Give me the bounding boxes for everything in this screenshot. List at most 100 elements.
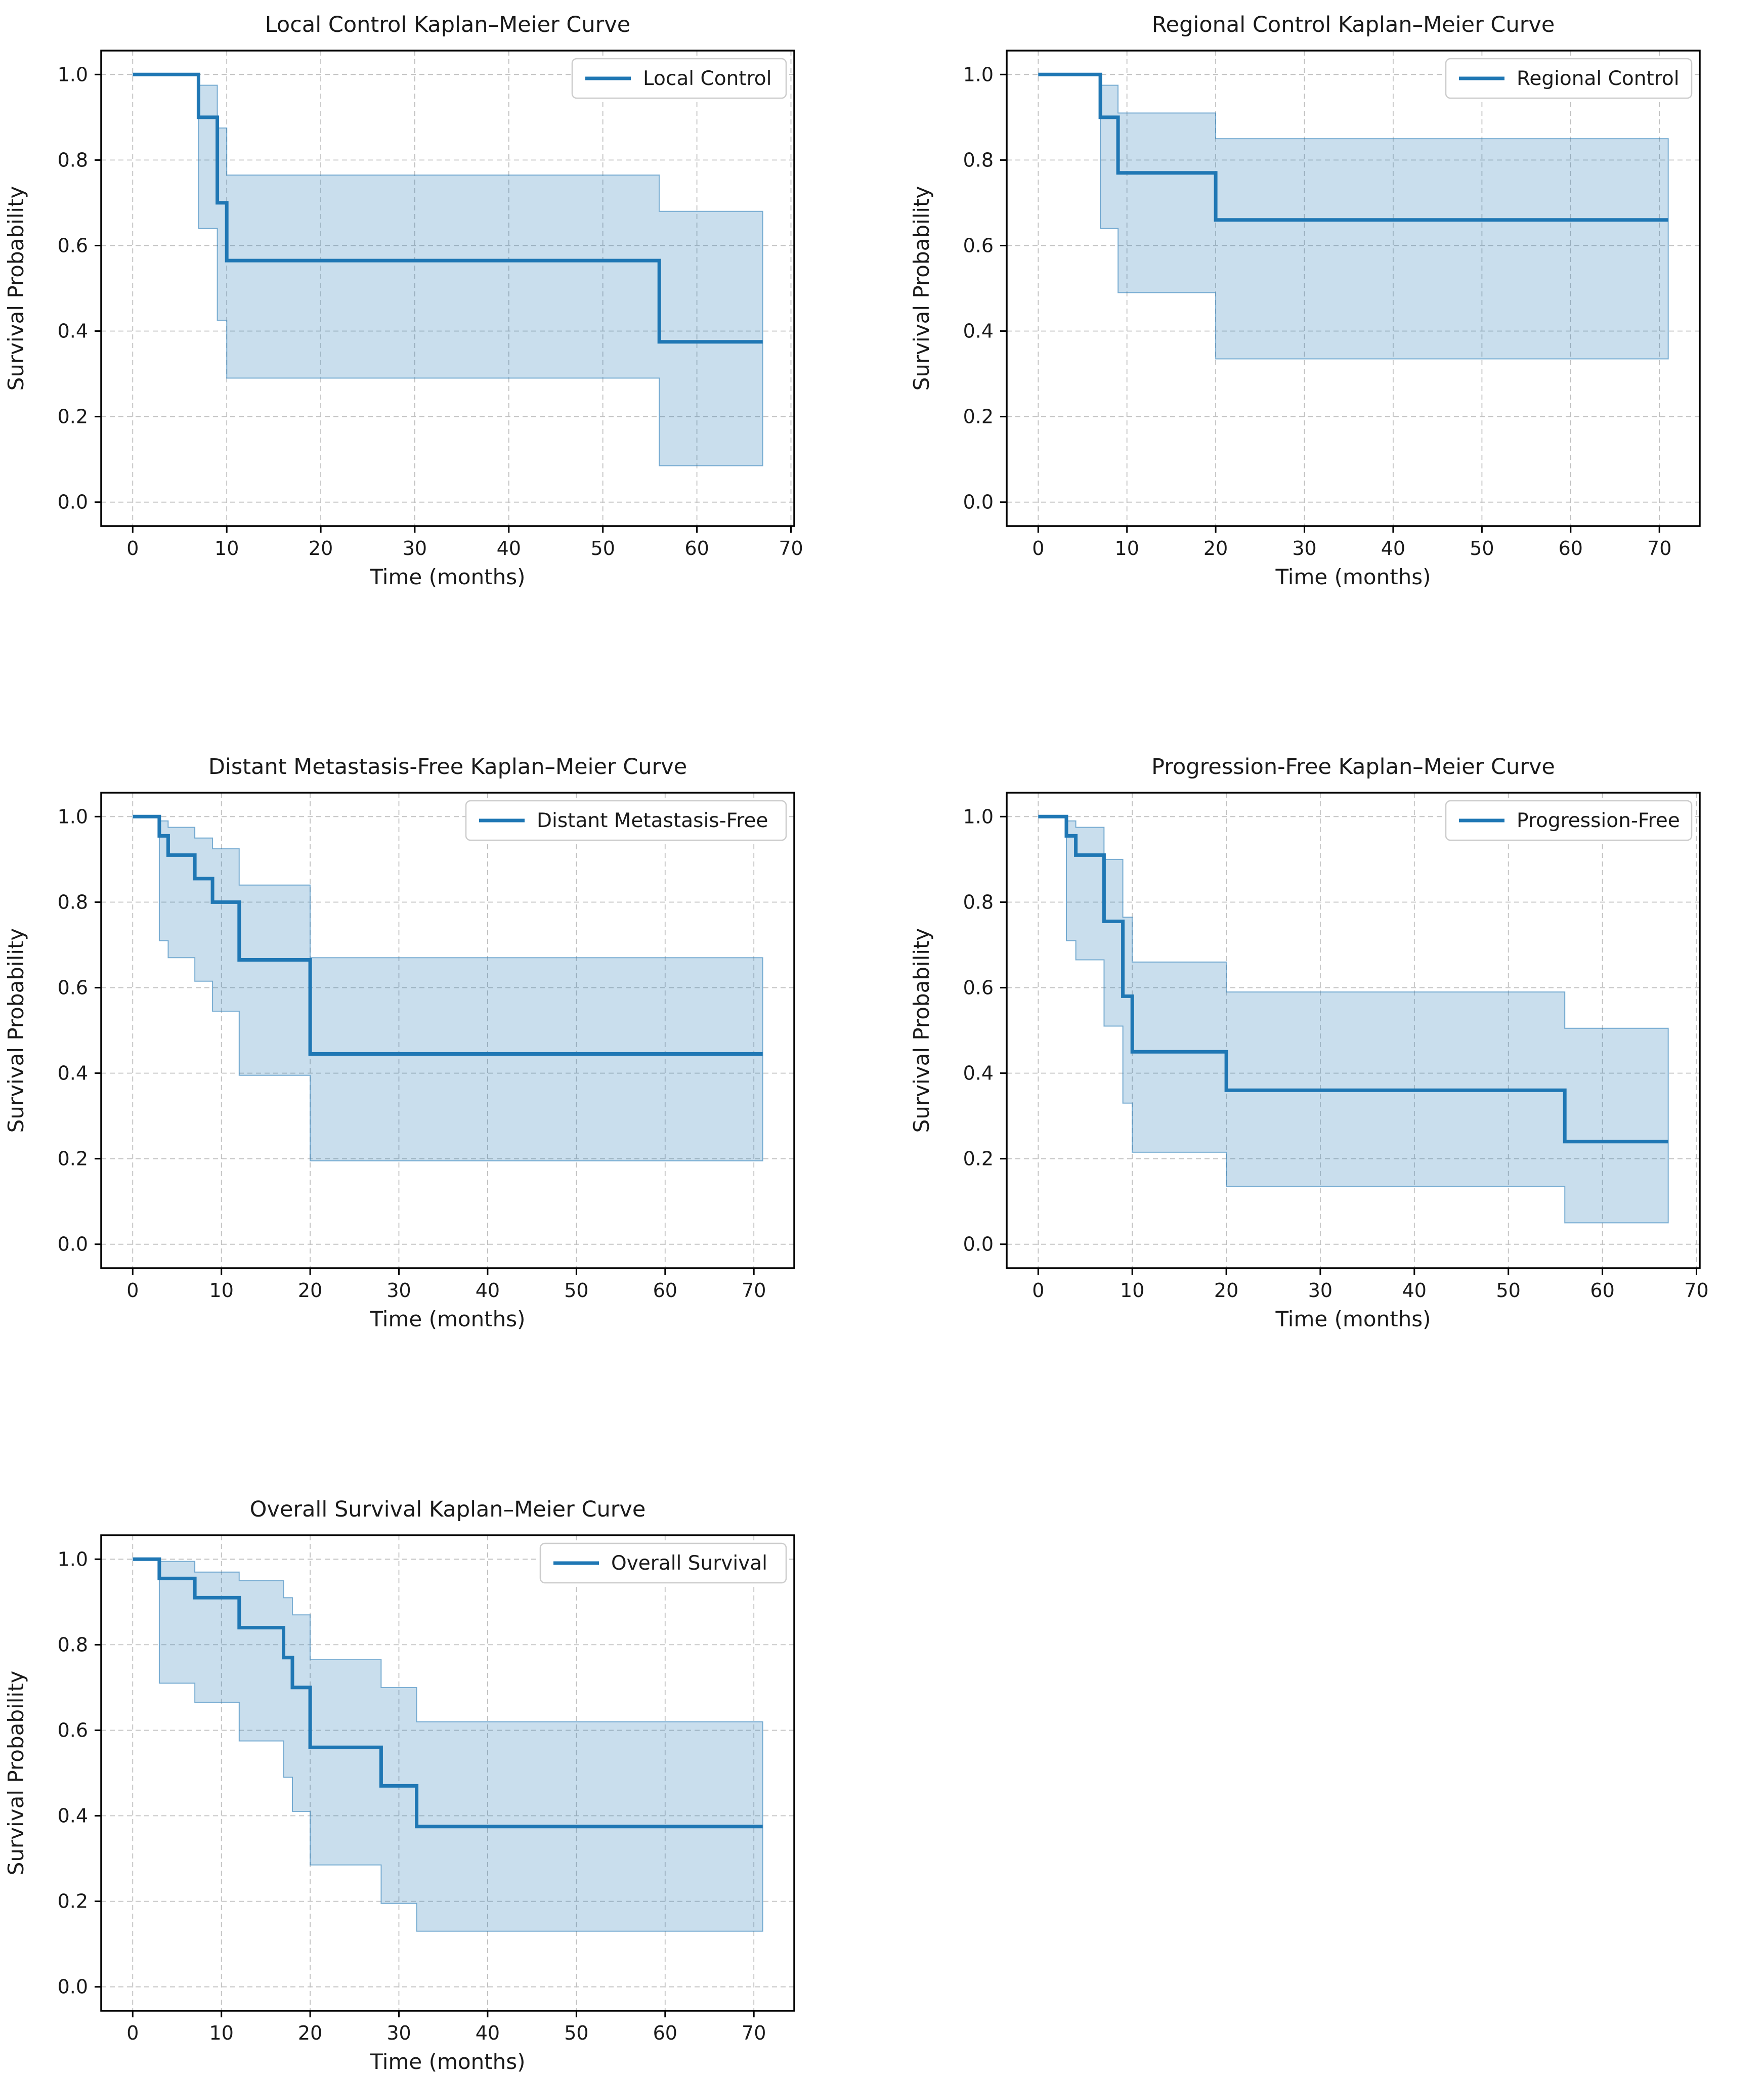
legend: Overall Survival xyxy=(539,1542,787,1584)
y-tick-label: 1.0 xyxy=(58,805,88,828)
y-tick-label: 0.6 xyxy=(58,977,88,999)
y-axis-label: Survival Probability xyxy=(4,186,28,391)
km-chart-canvas: 0 10 20 30 40 50 60 70 0.0 0.2 0.4 0.6 0.8 1.0 Local C… xyxy=(4,12,803,589)
y-axis-label: Survival Probability xyxy=(4,1671,28,1876)
legend-box xyxy=(465,800,787,841)
confidence-band xyxy=(198,85,763,466)
y-tick-label: 0.2 xyxy=(58,1148,88,1170)
y-tick-label: 0.0 xyxy=(58,1976,88,1998)
chart-title: Regional Control Kaplan–Meier Curve xyxy=(1152,12,1555,37)
x-tick-label: 30 xyxy=(386,2022,411,2044)
x-tick-label: 10 xyxy=(1120,1279,1144,1302)
y-tick-label: 0.0 xyxy=(58,491,88,513)
x-tick-label: 70 xyxy=(742,2022,766,2044)
y-tick-label: 0.8 xyxy=(58,149,88,171)
y-tick-label: 0.8 xyxy=(963,149,994,171)
x-tick-label: 10 xyxy=(214,537,239,559)
y-axis: 0.0 0.2 0.4 0.6 0.8 1.0 xyxy=(58,1548,101,1998)
plot-border xyxy=(1006,792,1701,1269)
confidence-band-edge xyxy=(158,820,763,1161)
y-tick-label: 1.0 xyxy=(963,805,994,828)
confidence-band xyxy=(159,820,763,1161)
y-tick-label: 0.0 xyxy=(963,1233,994,1256)
local-control-km-chart: 0 10 20 30 40 50 60 70 0.0 0.2 0.4 0.6 0.8 1.0 Local C… xyxy=(0,3,860,589)
x-tick-label: 10 xyxy=(209,1279,234,1302)
legend: Progression-Free xyxy=(1445,800,1693,841)
regional-control-km-chart: 0 10 20 30 40 50 60 70 0.0 0.2 0.4 0.6 0.8 1.0 Regiona… xyxy=(906,3,1764,589)
y-tick-label: 0.2 xyxy=(58,406,88,428)
legend-label: Regional Control xyxy=(1517,67,1680,90)
x-tick-label: 50 xyxy=(591,537,615,559)
x-tick-label: 40 xyxy=(476,2022,500,2044)
y-axis: 0.0 0.2 0.4 0.6 0.8 1.0 xyxy=(58,63,101,513)
y-tick-label: 0.0 xyxy=(58,1233,88,1256)
y-axis: 0.0 0.2 0.4 0.6 0.8 1.0 xyxy=(58,805,101,1256)
x-tick-label: 30 xyxy=(1292,537,1316,559)
x-axis: 0 10 20 30 40 50 60 70 xyxy=(126,526,803,559)
x-tick-label: 60 xyxy=(653,1279,677,1302)
x-tick-label: 40 xyxy=(1402,1279,1427,1302)
km-chart-canvas: 0 10 20 30 40 50 60 70 0.0 0.2 0.4 0.6 0.8 1.0 Regiona… xyxy=(909,12,1701,589)
chart-title: Progression-Free Kaplan–Meier Curve xyxy=(1151,754,1555,780)
x-axis-label: Time (months) xyxy=(369,565,525,589)
x-tick-label: 60 xyxy=(1590,1279,1614,1302)
x-tick-label: 40 xyxy=(1381,537,1405,559)
x-axis: 0 10 20 30 40 50 60 70 xyxy=(126,1268,766,1302)
y-tick-label: 0.2 xyxy=(58,1890,88,1913)
y-tick-label: 0.4 xyxy=(58,1805,88,1827)
y-tick-label: 0.0 xyxy=(963,491,994,513)
x-tick-label: 20 xyxy=(298,2022,322,2044)
x-tick-label: 30 xyxy=(1308,1279,1332,1302)
x-tick-label: 70 xyxy=(779,537,803,559)
legend-label: Progression-Free xyxy=(1517,809,1680,832)
grid xyxy=(101,793,794,1268)
plot-border xyxy=(1006,50,1701,527)
y-tick-label: 0.8 xyxy=(963,891,994,913)
x-tick-label: 50 xyxy=(1496,1279,1521,1302)
y-tick-label: 0.2 xyxy=(963,1148,994,1170)
y-axis-label: Survival Probability xyxy=(4,928,28,1133)
x-axis-label: Time (months) xyxy=(1275,1307,1431,1331)
x-tick-label: 50 xyxy=(564,1279,588,1302)
x-axis: 0 10 20 30 40 50 60 70 xyxy=(126,2011,766,2044)
x-tick-label: 70 xyxy=(742,1279,766,1302)
y-tick-label: 0.2 xyxy=(963,406,994,428)
y-tick-label: 1.0 xyxy=(58,63,88,85)
legend-box xyxy=(1445,800,1693,841)
x-tick-label: 40 xyxy=(476,1279,500,1302)
x-axis-label: Time (months) xyxy=(369,1307,525,1331)
x-tick-label: 70 xyxy=(1684,1279,1708,1302)
x-tick-label: 40 xyxy=(497,537,521,559)
confidence-band-edge xyxy=(158,1561,763,1932)
y-axis: 0.0 0.2 0.4 0.6 0.8 1.0 xyxy=(963,805,1007,1256)
x-tick-label: 30 xyxy=(386,1279,411,1302)
chart-title: Overall Survival Kaplan–Meier Curve xyxy=(250,1497,646,1522)
x-tick-label: 60 xyxy=(1559,537,1583,559)
legend: Distant Metastasis-Free xyxy=(465,800,787,841)
y-tick-label: 0.8 xyxy=(58,891,88,913)
x-tick-label: 0 xyxy=(1032,537,1044,559)
y-axis-label: Survival Probability xyxy=(909,928,934,1133)
x-tick-label: 0 xyxy=(126,1279,139,1302)
distant-metastasis-free-km-chart: 0 10 20 30 40 50 60 70 0.0 0.2 0.4 0.6 0.8 1.0 Distant… xyxy=(0,745,860,1331)
y-tick-label: 0.4 xyxy=(963,1062,994,1085)
y-tick-label: 0.4 xyxy=(58,1062,88,1085)
x-tick-label: 10 xyxy=(1115,537,1139,559)
y-tick-label: 1.0 xyxy=(963,63,994,85)
progression-free-km-chart: 0 10 20 30 40 50 60 70 0.0 0.2 0.4 0.6 0.8 1.0 Progres… xyxy=(906,745,1764,1331)
y-tick-label: 0.6 xyxy=(58,1719,88,1742)
grid xyxy=(1007,51,1700,526)
confidence-band-edge xyxy=(198,84,763,466)
confidence-band-edge xyxy=(1100,84,1669,360)
legend-label: Local Control xyxy=(643,67,771,90)
km-chart-canvas: 0 10 20 30 40 50 60 70 0.0 0.2 0.4 0.6 0.8 1.0 Overall… xyxy=(4,1497,795,2074)
x-axis: 0 10 20 30 40 50 60 70 xyxy=(1032,1268,1709,1302)
x-tick-label: 60 xyxy=(684,537,709,559)
x-tick-label: 20 xyxy=(309,537,333,559)
x-tick-label: 20 xyxy=(1214,1279,1238,1302)
y-tick-label: 0.8 xyxy=(58,1633,88,1656)
x-tick-label: 20 xyxy=(1203,537,1228,559)
x-tick-label: 0 xyxy=(1032,1279,1044,1302)
x-tick-label: 50 xyxy=(1470,537,1494,559)
y-tick-label: 0.4 xyxy=(963,320,994,342)
